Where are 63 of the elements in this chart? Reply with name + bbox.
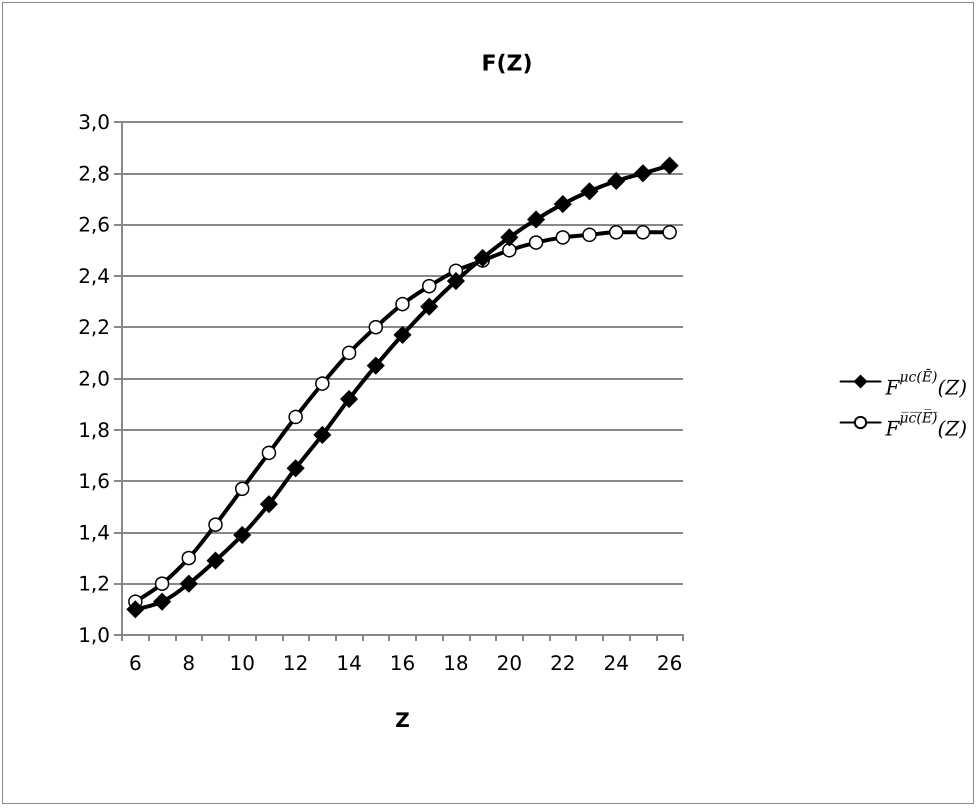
y-tick-label: 1,8 [78, 418, 110, 442]
x-tick-label: 24 [603, 651, 629, 675]
point [528, 235, 544, 250]
point [340, 390, 358, 408]
point [500, 228, 518, 246]
point [288, 410, 303, 424]
point [395, 296, 410, 312]
y-tick-label: 3,0 [78, 110, 110, 134]
point [180, 574, 198, 592]
y-tick-label: 2,2 [78, 315, 110, 340]
y-tick-label: 2,8 [78, 161, 110, 186]
point [234, 482, 250, 496]
x-tick-label: 6 [128, 651, 142, 675]
point [502, 243, 517, 258]
point [206, 552, 224, 570]
point [315, 376, 330, 391]
x-tick-label: 10 [229, 651, 255, 675]
point [634, 164, 652, 182]
point [660, 156, 678, 174]
point [286, 460, 304, 478]
point [474, 249, 492, 267]
chart-title: F(Z) [481, 52, 533, 76]
x-tick-label: 18 [443, 651, 469, 675]
y-tick-label: 2,6 [78, 212, 110, 237]
point [556, 230, 570, 245]
y-tick-label: 2,4 [78, 264, 110, 288]
point [126, 600, 144, 618]
x-tick-label: 22 [550, 651, 576, 675]
point [582, 228, 597, 242]
point [154, 576, 170, 591]
point [527, 210, 545, 228]
y-tick-label: 1,2 [78, 572, 110, 596]
point [260, 495, 278, 513]
point [554, 195, 572, 213]
y-tick-label: 1,4 [78, 520, 110, 544]
point [580, 182, 598, 200]
point [662, 225, 677, 240]
point [262, 446, 276, 460]
x-axis-title: Z [395, 708, 410, 732]
x-tick-label: 8 [182, 651, 196, 675]
point [447, 272, 465, 290]
point [394, 326, 412, 344]
point [342, 346, 356, 360]
x-tick-label: 16 [390, 651, 416, 675]
x-tick-label: 12 [282, 651, 308, 675]
x-tick-label: 26 [656, 651, 682, 675]
point [367, 356, 385, 374]
point [368, 320, 384, 334]
point [422, 278, 436, 294]
point [153, 592, 171, 610]
point [233, 526, 251, 544]
y-tick-label: 1,0 [78, 623, 110, 647]
point [420, 298, 438, 316]
point [314, 426, 332, 444]
point [208, 517, 223, 532]
point [608, 225, 624, 240]
point [636, 225, 650, 240]
y-tick-label: 1,6 [78, 469, 110, 494]
point [607, 172, 625, 190]
point [182, 550, 196, 566]
x-tick-label: 20 [496, 651, 522, 675]
y-tick-label: 2,0 [78, 366, 110, 390]
x-tick-label: 14 [336, 651, 362, 675]
